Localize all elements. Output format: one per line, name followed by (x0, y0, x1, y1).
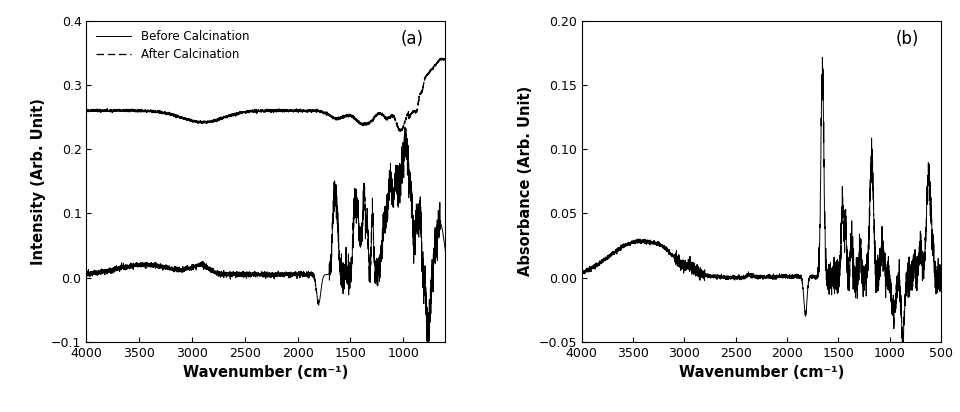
After Calcination (234, 110, 246, 115)
Text: (a): (a) (401, 30, 424, 48)
Before Calcination (81, 272, 92, 276)
After Calcination (411, 109, 422, 114)
X-axis label: Wavenumber (cm⁻¹): Wavenumber (cm⁻¹) (679, 365, 844, 380)
Legend: Before Calcination, After Calcination: Before Calcination, After Calcination (92, 26, 252, 64)
Y-axis label: Intensity (Arb. Unit): Intensity (Arb. Unit) (31, 98, 46, 265)
After Calcination (395, 130, 406, 135)
After Calcination (252, 108, 263, 113)
Before Calcination (342, 274, 353, 279)
After Calcination (429, 62, 441, 67)
After Calcination (81, 109, 92, 114)
Before Calcination (399, 125, 411, 130)
Line: Before Calcination: Before Calcination (86, 127, 445, 362)
Before Calcination (231, 270, 243, 275)
Before Calcination (429, 253, 441, 258)
After Calcination (435, 55, 446, 60)
X-axis label: Wavenumber (cm⁻¹): Wavenumber (cm⁻¹) (183, 365, 348, 380)
Before Calcination (252, 273, 263, 278)
Line: After Calcination: After Calcination (86, 58, 445, 132)
Before Calcination (411, 206, 422, 211)
After Calcination (440, 56, 451, 61)
Text: (b): (b) (896, 30, 920, 48)
Y-axis label: Absorbance (Arb. Unit): Absorbance (Arb. Unit) (517, 86, 533, 276)
After Calcination (231, 112, 243, 117)
After Calcination (342, 113, 353, 118)
Before Calcination (422, 359, 434, 364)
Before Calcination (440, 248, 451, 253)
Before Calcination (234, 273, 246, 278)
